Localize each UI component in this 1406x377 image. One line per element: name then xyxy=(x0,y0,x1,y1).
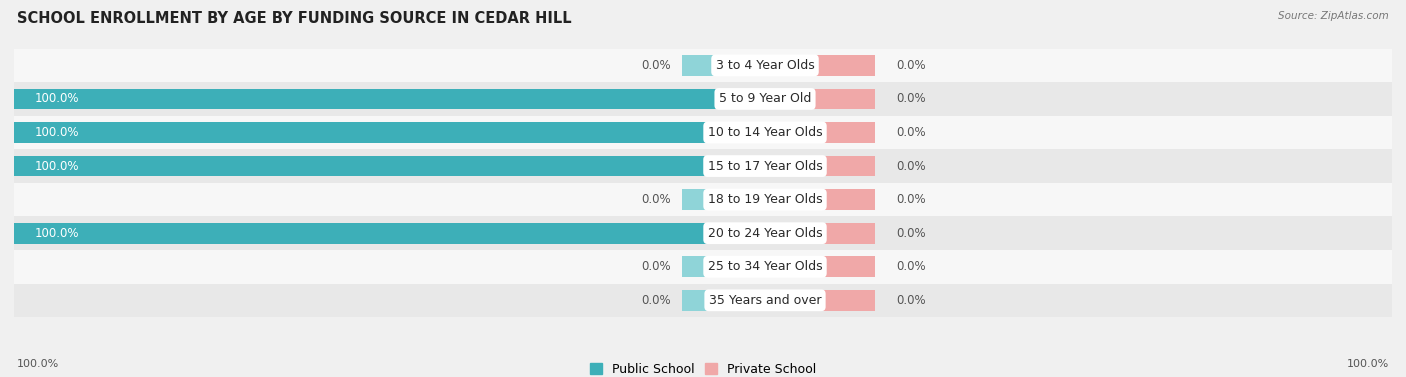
Bar xyxy=(14,116,1392,149)
Text: 0.0%: 0.0% xyxy=(896,159,925,173)
Bar xyxy=(682,55,765,76)
Bar xyxy=(765,256,876,277)
Text: 25 to 34 Year Olds: 25 to 34 Year Olds xyxy=(707,260,823,273)
Text: 100.0%: 100.0% xyxy=(1347,359,1389,369)
Bar xyxy=(765,89,876,109)
Text: 100.0%: 100.0% xyxy=(17,359,59,369)
Bar xyxy=(14,250,1392,284)
Legend: Public School, Private School: Public School, Private School xyxy=(585,358,821,377)
Text: 10 to 14 Year Olds: 10 to 14 Year Olds xyxy=(707,126,823,139)
Bar xyxy=(14,156,765,176)
Bar xyxy=(14,223,765,244)
Bar xyxy=(765,290,876,311)
Bar xyxy=(14,122,765,143)
Text: 15 to 17 Year Olds: 15 to 17 Year Olds xyxy=(707,159,823,173)
Text: 0.0%: 0.0% xyxy=(896,92,925,106)
Bar xyxy=(14,216,1392,250)
Text: 35 Years and over: 35 Years and over xyxy=(709,294,821,307)
Bar xyxy=(682,189,765,210)
Text: SCHOOL ENROLLMENT BY AGE BY FUNDING SOURCE IN CEDAR HILL: SCHOOL ENROLLMENT BY AGE BY FUNDING SOUR… xyxy=(17,11,571,26)
Text: 0.0%: 0.0% xyxy=(896,260,925,273)
Text: 3 to 4 Year Olds: 3 to 4 Year Olds xyxy=(716,59,814,72)
Text: 100.0%: 100.0% xyxy=(35,159,79,173)
Bar xyxy=(14,89,765,109)
Bar xyxy=(14,49,1392,82)
Text: 0.0%: 0.0% xyxy=(896,227,925,240)
Text: 100.0%: 100.0% xyxy=(35,227,79,240)
Bar xyxy=(14,82,1392,116)
Text: 5 to 9 Year Old: 5 to 9 Year Old xyxy=(718,92,811,106)
Text: 100.0%: 100.0% xyxy=(35,92,79,106)
Bar xyxy=(765,55,876,76)
Bar xyxy=(14,183,1392,216)
Text: 0.0%: 0.0% xyxy=(641,193,671,206)
Text: 0.0%: 0.0% xyxy=(896,294,925,307)
Bar xyxy=(765,223,876,244)
Bar xyxy=(682,290,765,311)
Bar xyxy=(765,156,876,176)
Text: 20 to 24 Year Olds: 20 to 24 Year Olds xyxy=(707,227,823,240)
Text: 18 to 19 Year Olds: 18 to 19 Year Olds xyxy=(707,193,823,206)
Text: 0.0%: 0.0% xyxy=(641,294,671,307)
Bar xyxy=(765,189,876,210)
Bar xyxy=(14,284,1392,317)
Text: 0.0%: 0.0% xyxy=(896,126,925,139)
Text: 0.0%: 0.0% xyxy=(641,260,671,273)
Bar xyxy=(765,122,876,143)
Text: 0.0%: 0.0% xyxy=(896,193,925,206)
Bar xyxy=(682,256,765,277)
Text: 0.0%: 0.0% xyxy=(641,59,671,72)
Text: 100.0%: 100.0% xyxy=(35,126,79,139)
Text: 0.0%: 0.0% xyxy=(896,59,925,72)
Bar xyxy=(14,149,1392,183)
Text: Source: ZipAtlas.com: Source: ZipAtlas.com xyxy=(1278,11,1389,21)
